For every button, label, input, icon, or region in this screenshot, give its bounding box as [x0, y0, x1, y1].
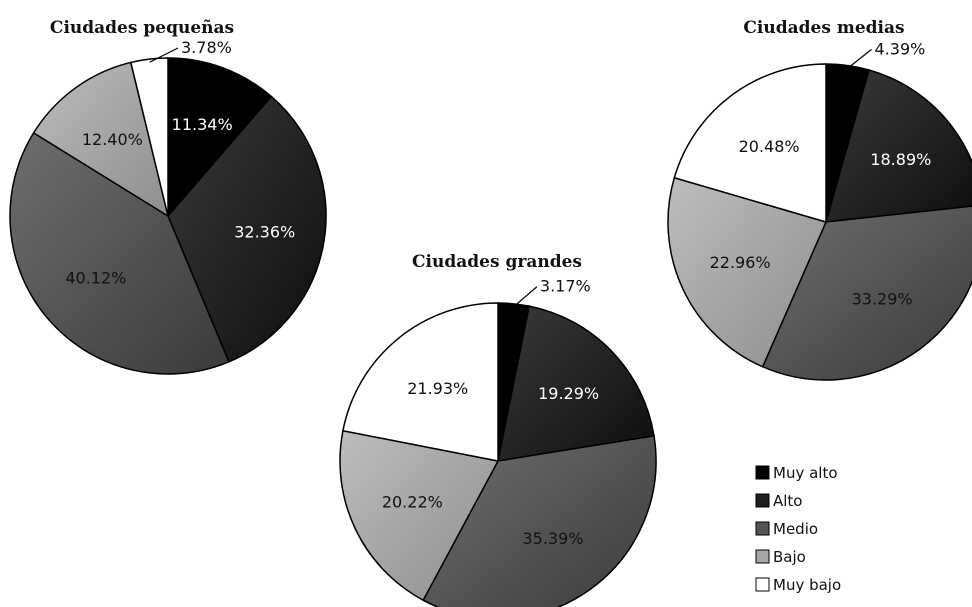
pie-slice-alto — [824, 69, 972, 223]
legend: Muy alto Alto Medio Bajo Muy bajo — [755, 464, 841, 594]
pie-slices — [9, 57, 327, 375]
leader-line — [149, 47, 179, 63]
data-label-bajo: 20.22% — [382, 493, 443, 512]
data-label-muy-alto: 3.17% — [540, 277, 591, 296]
legend-item-muy-bajo: Muy bajo — [755, 576, 841, 594]
data-label-alto: 18.89% — [870, 150, 931, 169]
pie-slice-alto — [167, 95, 327, 363]
data-label-muy-alto: 11.34% — [172, 115, 233, 134]
legend-swatch — [755, 521, 770, 536]
pie-slice-bajo — [667, 176, 828, 368]
pie-slice-medio — [761, 205, 972, 381]
data-label-medio: 40.12% — [65, 269, 126, 288]
pie-slice-muy-bajo — [129, 57, 169, 217]
pie-slice-alto — [497, 305, 655, 462]
legend-label: Muy bajo — [773, 576, 841, 594]
pie-slice-muy-bajo — [342, 302, 499, 462]
leader-line — [513, 286, 538, 308]
legend-label: Medio — [773, 520, 818, 538]
pie-chart-ciudades-grandes: Ciudades grandes 3.17% 19.29% 35.39% 20.22%… — [339, 252, 657, 607]
legend-label: Muy alto — [773, 464, 838, 482]
legend-label: Alto — [773, 492, 803, 510]
pie-labels: 11.34% 32.36% 40.12% 12.40% 3.78% — [65, 38, 295, 288]
data-label-muy-bajo: 3.78% — [181, 38, 232, 57]
pie-labels: 3.17% 19.29% 35.39% 20.22% 21.93% — [382, 277, 599, 548]
chart-title: Ciudades grandes — [412, 252, 582, 272]
pie-slices — [339, 302, 657, 607]
data-label-bajo: 22.96% — [710, 253, 771, 272]
data-label-medio: 33.29% — [852, 289, 913, 308]
pie-slice-medio — [9, 131, 230, 375]
data-label-muy-bajo: 21.93% — [407, 379, 468, 398]
pie-slice-muy-alto — [167, 57, 273, 219]
pie-chart-ciudades-medias: Ciudades medias 4.39% 18.89% 33.29% 22.96% 2… — [667, 18, 972, 381]
legend-swatch — [755, 549, 770, 564]
pie-slices — [667, 63, 972, 381]
pie-slice-medio — [422, 435, 657, 607]
legend-item-medio: Medio — [755, 520, 818, 538]
legend-item-alto: Alto — [755, 492, 803, 510]
legend-swatch — [755, 465, 770, 480]
legend-swatch — [755, 493, 770, 508]
legend-label: Bajo — [773, 548, 806, 566]
data-label-muy-alto: 4.39% — [875, 39, 926, 58]
legend-swatch — [755, 577, 770, 592]
legend-item-bajo: Bajo — [755, 548, 806, 566]
pie-slice-bajo — [339, 429, 500, 602]
chart-title: Ciudades medias — [743, 18, 904, 38]
data-label-muy-bajo: 20.48% — [739, 137, 800, 156]
chart-title: Ciudades pequeñas — [50, 18, 234, 38]
pie-slice-bajo — [32, 61, 170, 218]
pie-chart-ciudades-pequenas: Ciudades pequeñas 11.34% 32.36% 40.12% 12.4… — [9, 18, 327, 375]
data-label-alto: 19.29% — [538, 384, 599, 403]
legend-item-muy-alto: Muy alto — [755, 464, 838, 482]
data-label-alto: 32.36% — [234, 222, 295, 241]
data-label-medio: 35.39% — [522, 529, 583, 548]
pie-labels: 4.39% 18.89% 33.29% 22.96% 20.48% — [710, 39, 932, 308]
data-label-bajo: 12.40% — [82, 130, 143, 149]
leader-line — [846, 48, 872, 70]
pie-slice-muy-bajo — [673, 63, 827, 224]
